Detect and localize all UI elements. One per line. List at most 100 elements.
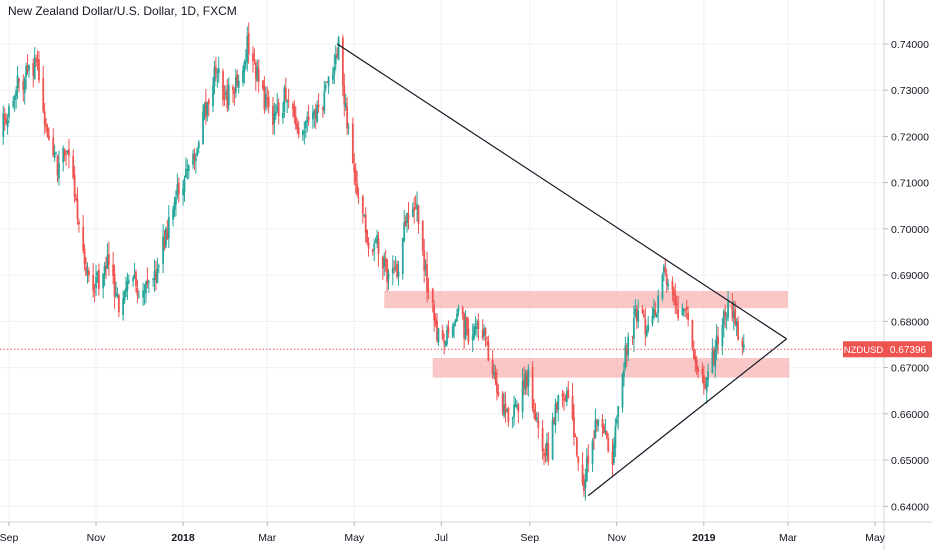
candle-body: [103, 266, 106, 277]
candle-body: [274, 112, 277, 116]
candle-body: [491, 360, 494, 374]
candle-body: [526, 372, 528, 387]
candle-body: [511, 417, 514, 419]
candle-body: [547, 443, 550, 462]
candle-body: [263, 85, 266, 110]
candle-body: [85, 266, 87, 275]
candle-body: [223, 96, 226, 98]
candle-body: [267, 97, 270, 107]
candle-body: [204, 101, 207, 118]
candle-body: [123, 291, 126, 302]
x-tick-label: Nov: [87, 532, 106, 544]
y-tick-label: 0.67000: [891, 363, 929, 375]
candle-body: [324, 85, 327, 89]
candle-body: [307, 116, 310, 121]
candle-body: [731, 304, 734, 319]
candle-body: [311, 112, 314, 120]
candle-body: [516, 404, 518, 408]
candle-body: [87, 270, 90, 276]
y-tick-label: 0.69000: [891, 270, 929, 282]
candle-body: [396, 264, 398, 277]
candle-body: [236, 74, 239, 85]
candle-body: [317, 104, 320, 107]
candle-body: [252, 53, 254, 62]
candle-body: [3, 114, 6, 119]
candle-body: [346, 106, 349, 129]
candle-body: [48, 135, 50, 140]
candle-body: [524, 374, 527, 390]
candle-body: [136, 288, 139, 296]
candle-body: [466, 317, 468, 329]
candle-body: [195, 157, 197, 161]
candle-body: [627, 336, 630, 356]
candle-body: [501, 393, 504, 413]
candle-body: [506, 408, 508, 411]
candle-body: [56, 155, 59, 176]
candle-body: [183, 178, 186, 192]
candle-body: [185, 168, 187, 178]
candle-body: [393, 267, 396, 269]
candle-body: [165, 228, 167, 246]
candle-body: [652, 308, 655, 318]
candle-body: [691, 319, 694, 348]
candle-body: [35, 59, 38, 61]
candle-body: [705, 377, 708, 392]
candle-body: [456, 313, 458, 322]
candle-body: [264, 94, 267, 107]
y-tick-label: 0.68000: [891, 316, 929, 328]
candle-body: [597, 419, 600, 427]
candle-body: [554, 404, 557, 426]
candle-body: [58, 163, 60, 179]
candle-body: [414, 207, 417, 209]
candle-body: [662, 266, 665, 274]
candle-body: [303, 131, 306, 133]
candle-body: [513, 404, 515, 417]
candle-body: [717, 336, 719, 345]
candle-body: [126, 281, 129, 291]
candle-body: [193, 154, 196, 160]
candle-body: [304, 120, 307, 129]
y-tick-label: 0.65000: [891, 455, 929, 467]
candle-body: [386, 259, 388, 283]
candle-body: [497, 391, 500, 396]
candle-body: [675, 303, 678, 306]
candle-body: [737, 321, 739, 340]
candle-body: [277, 102, 280, 117]
candle-body: [32, 63, 35, 76]
candle-body: [182, 188, 184, 196]
candle-body: [684, 309, 687, 311]
candle-body: [42, 78, 45, 112]
candle-body: [685, 306, 688, 310]
candle-body: [293, 107, 296, 117]
candle-body: [672, 289, 675, 296]
candle-body: [431, 288, 434, 303]
x-tick-label: May: [865, 532, 886, 544]
candle-body: [12, 101, 15, 107]
candle-body: [2, 113, 5, 138]
candle-body: [692, 348, 695, 359]
candle-body: [724, 311, 727, 318]
candle-body: [96, 272, 99, 276]
candle-body: [583, 483, 585, 492]
y-tick-label: 0.71000: [891, 178, 929, 190]
x-tick-label: 2019: [692, 532, 716, 544]
candle-body: [541, 427, 544, 452]
candle-body: [341, 37, 344, 86]
candle-body: [351, 123, 354, 163]
candle-body: [381, 256, 384, 269]
candle-body: [494, 372, 497, 382]
candle-body: [471, 335, 474, 341]
candle-body: [214, 66, 217, 75]
candle-body: [232, 86, 234, 91]
candle-body: [327, 76, 330, 86]
candle-body: [266, 97, 269, 100]
candle-body: [507, 407, 510, 423]
candle-body: [564, 397, 567, 400]
candle-body: [553, 418, 555, 422]
candle-body: [187, 165, 190, 172]
candle-body: [624, 345, 627, 368]
candle-body: [242, 69, 244, 83]
candle-body: [286, 100, 289, 103]
candle-body: [43, 111, 46, 126]
